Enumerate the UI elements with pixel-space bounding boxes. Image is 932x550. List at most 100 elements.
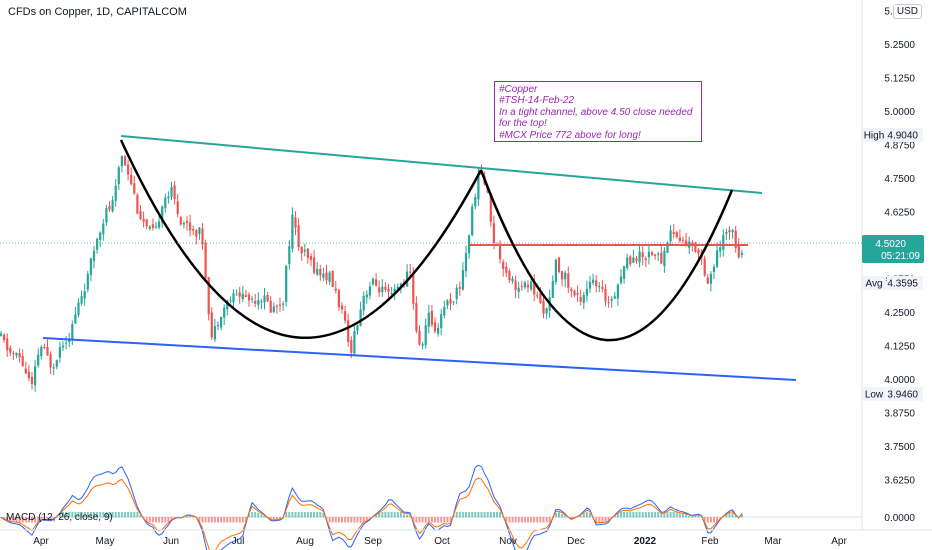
candle-body (468, 235, 471, 254)
macd-histogram-bar (545, 517, 548, 523)
candle-body (216, 325, 220, 327)
candle-body (220, 316, 223, 328)
candle-body (533, 281, 536, 295)
macd-histogram-bar (616, 513, 619, 518)
candle-body (65, 342, 68, 344)
candle-body (170, 186, 173, 197)
macd-histogram-bar (517, 517, 520, 523)
candle-body (344, 311, 347, 321)
candle-body (632, 257, 635, 263)
macd-histogram-bar (316, 512, 319, 518)
macd-histogram-bar (288, 512, 291, 518)
macd-histogram-bar (55, 516, 58, 518)
candle-body (313, 257, 316, 273)
chart-title: CFDs on Copper, 1D, CAPITALCOM (8, 6, 187, 18)
bar-countdown: 05:21:09 (881, 251, 920, 262)
analysis-note[interactable]: #Copper #TSH-14-Feb-22 In a tight channe… (494, 81, 702, 142)
y-tick-label: 3.6250 (884, 476, 915, 487)
candle-body (322, 273, 325, 278)
candle-body (433, 322, 437, 332)
candle-body (384, 286, 387, 290)
candle-body (678, 237, 681, 241)
currency-button[interactable]: USD (892, 4, 922, 19)
candle-body (173, 185, 176, 200)
avg-value-bg (887, 276, 923, 290)
candle-body (523, 282, 526, 288)
candle-body (127, 164, 130, 175)
candle-body (27, 371, 30, 379)
candle-body (142, 218, 145, 222)
candle-body (34, 366, 37, 386)
candle-body (514, 280, 517, 290)
macd-legend[interactable]: MACD (12, 26, close, 9) (6, 512, 113, 523)
macd-histogram-bar (3, 517, 6, 519)
macd-histogram-bar (303, 512, 306, 518)
candle-body (80, 296, 83, 304)
macd-histogram-bar (164, 517, 167, 523)
macd-histogram-bar (483, 512, 486, 518)
candle-body (387, 288, 390, 292)
candle-body (716, 250, 719, 267)
macd-histogram-bar (251, 512, 254, 518)
candle-body (12, 352, 15, 354)
candle-body (626, 257, 629, 269)
macd-histogram-bar (344, 517, 347, 523)
candle-body (164, 197, 167, 209)
candle-body (737, 246, 740, 258)
candle-body (536, 295, 539, 297)
macd-histogram-bar (688, 515, 691, 518)
candle-body (551, 281, 554, 298)
macd-histogram-bar (310, 512, 312, 518)
macd-histogram-bar (248, 513, 250, 518)
macd-histogram-bar (691, 515, 694, 518)
macd-histogram-bar (489, 512, 492, 518)
macd-histogram-bar (21, 517, 24, 523)
macd-histogram-bar (223, 517, 226, 523)
candle-body (564, 272, 567, 280)
candle-body (734, 230, 737, 249)
candle-body (588, 281, 592, 289)
candle-body (722, 234, 725, 250)
candle-body (260, 301, 263, 303)
candle-body (418, 330, 421, 345)
macd-histogram-bar (99, 512, 102, 518)
y-tick-label: 4.0000 (884, 375, 915, 386)
macd-histogram-bar (130, 512, 133, 518)
macd-histogram-bar (220, 517, 223, 523)
macd-histogram-bar (387, 512, 390, 518)
macd-histogram-bar (607, 517, 610, 522)
macd-histogram-bar (716, 517, 719, 523)
candle-body (393, 288, 396, 294)
macd-histogram-bar (471, 512, 474, 518)
macd-histogram-bar (384, 512, 387, 518)
candle-body (638, 251, 641, 263)
candle-body (263, 295, 266, 303)
macd-histogram-bar (24, 517, 27, 523)
candle-body (437, 327, 440, 334)
macd-histogram-bar (728, 512, 731, 518)
candle-body (151, 224, 154, 229)
macd-histogram-bar (210, 517, 213, 523)
candle-body (375, 279, 378, 286)
macd-histogram-bar (294, 512, 297, 518)
candle-body (650, 252, 654, 256)
candle-body (18, 353, 21, 358)
macd-histogram-bar (155, 517, 157, 523)
macd-histogram-bar (148, 517, 151, 523)
candle-body (244, 295, 247, 298)
macd-histogram-bar (604, 517, 607, 523)
candle-body (282, 303, 285, 305)
candle-body (660, 252, 663, 264)
macd-histogram-bar (136, 512, 139, 518)
candle-body (415, 303, 418, 332)
macd-histogram-bar (257, 512, 260, 518)
candle-body (685, 240, 688, 247)
candle-body (424, 325, 427, 346)
candle-body (198, 227, 201, 234)
candle-body (201, 228, 204, 245)
macd-histogram-bar (151, 517, 154, 523)
macd-histogram-bar (666, 512, 669, 518)
macd-histogram-bar (334, 517, 337, 523)
candle-body (275, 306, 278, 308)
